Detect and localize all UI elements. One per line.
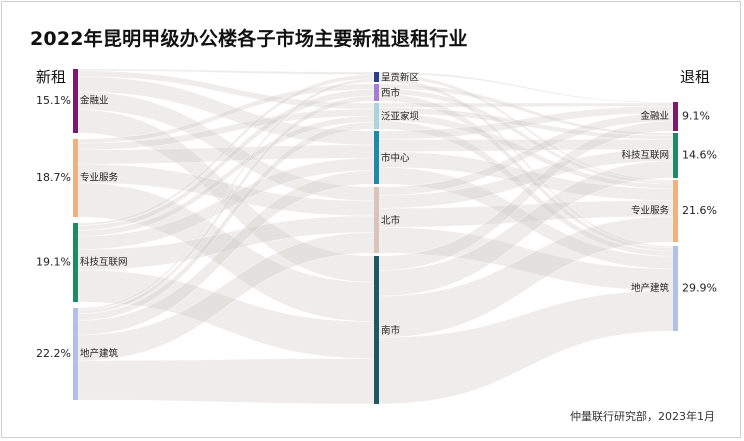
middle-node-bar-2 — [374, 103, 379, 129]
right-node-label-2: 专业服务 — [631, 205, 670, 217]
left-node-label-1: 专业服务 — [80, 172, 119, 184]
left-node-bar-2 — [73, 223, 78, 302]
right-column-heading: 退租 — [680, 68, 711, 86]
middle-node-label-4: 北市 — [381, 215, 401, 227]
left-node-value-3: 22.2% — [36, 347, 71, 360]
sankey-nodes — [73, 69, 678, 404]
sankey-links — [77, 68, 674, 405]
middle-node-label-0: 呈贡新区 — [381, 72, 420, 84]
middle-node-label-3: 市中心 — [381, 152, 410, 164]
right-node-value-1: 14.6% — [682, 149, 717, 162]
middle-node-bar-1 — [374, 84, 379, 101]
right-node-bar-1 — [673, 133, 678, 178]
left-node-bar-0 — [73, 69, 78, 133]
right-node-value-2: 21.6% — [682, 204, 717, 217]
left-node-value-0: 15.1% — [36, 94, 71, 107]
middle-node-bar-4 — [374, 187, 379, 253]
left-node-label-2: 科技互联网 — [80, 256, 128, 268]
left-node-value-2: 19.1% — [36, 256, 71, 269]
left-column-heading: 新租 — [36, 68, 67, 86]
middle-node-bar-0 — [374, 72, 379, 82]
right-node-value-0: 9.1% — [682, 110, 710, 123]
left-node-value-1: 18.7% — [36, 171, 71, 184]
middle-node-bar-5 — [374, 256, 379, 404]
middle-node-bar-3 — [374, 131, 379, 184]
left-node-label-3: 地产建筑 — [80, 348, 119, 360]
right-node-bar-0 — [673, 102, 678, 131]
link-right-21 — [378, 290, 674, 405]
right-node-label-0: 金融业 — [640, 110, 669, 122]
link-left-20 — [77, 232, 375, 361]
right-node-label-3: 地产建筑 — [631, 282, 670, 294]
left-node-bar-3 — [73, 308, 78, 400]
left-node-bar-1 — [73, 139, 78, 217]
middle-node-label-2: 泛亚家坝 — [381, 111, 420, 123]
right-node-bar-2 — [673, 180, 678, 242]
right-node-value-3: 29.9% — [682, 282, 717, 295]
sankey-labels: 金融业 15.1% 专业服务 18.7% 科技互联网 19.1% 地产建筑 22.2% 呈贡新区… — [36, 72, 717, 361]
chart-title: 2022年昆明甲级办公楼各子市场主要新租退租行业 — [30, 28, 468, 50]
left-node-label-0: 金融业 — [80, 95, 109, 107]
right-node-label-1: 科技互联网 — [621, 149, 669, 161]
middle-node-label-5: 南市 — [381, 325, 401, 337]
right-node-bar-3 — [673, 246, 678, 331]
link-left-21 — [77, 358, 375, 405]
middle-node-label-1: 西市 — [381, 87, 401, 99]
source-note: 仲量联行研究部，2023年1月 — [570, 410, 715, 423]
